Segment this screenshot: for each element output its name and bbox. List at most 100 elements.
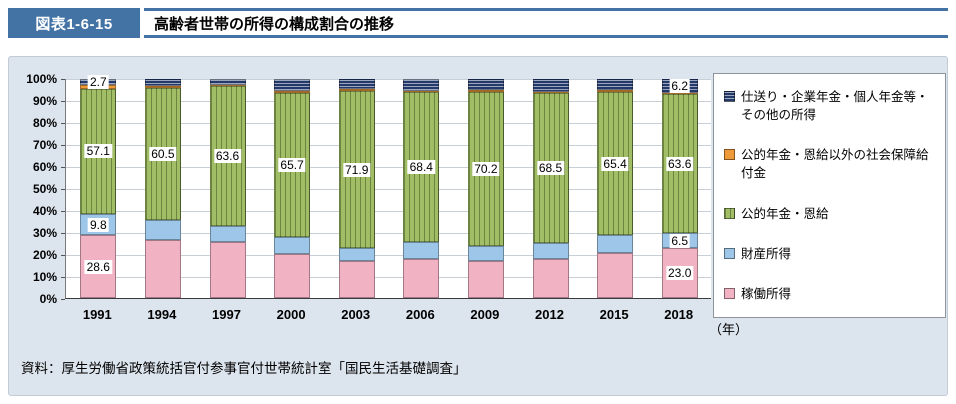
bar-segment-social bbox=[597, 89, 634, 92]
gridline bbox=[66, 123, 711, 124]
bar-segment-earned bbox=[144, 239, 181, 298]
legend-label-other: 仕送り・企業年金・個人年金等・その他の所得 bbox=[741, 90, 929, 123]
stacked-bar-2009: 70.2 bbox=[467, 79, 504, 298]
y-axis-tick-mark bbox=[61, 101, 65, 102]
y-axis-tick-label: 20% bbox=[32, 248, 57, 262]
value-label-pension: 71.9 bbox=[343, 162, 371, 177]
y-axis-tick-label: 10% bbox=[32, 270, 57, 284]
y-axis-tick-label: 100% bbox=[26, 72, 57, 86]
figure-number-badge: 図表1-6-15 bbox=[8, 8, 140, 38]
stacked-bar-2003: 71.9 bbox=[338, 79, 375, 298]
value-label-property: 6.5 bbox=[669, 233, 691, 248]
y-axis-tick-label: 60% bbox=[32, 160, 57, 174]
figure-header: 図表1-6-15 高齢者世帯の所得の構成割合の推移 bbox=[8, 8, 948, 38]
x-axis-year-label: 2018 bbox=[664, 307, 694, 322]
value-label-pension: 68.4 bbox=[407, 160, 435, 175]
value-label-earned: 23.0 bbox=[666, 265, 694, 280]
bar-segment-earned bbox=[209, 242, 246, 298]
x-axis-year-label: 2006 bbox=[405, 307, 435, 322]
y-axis-tick-mark bbox=[61, 233, 65, 234]
value-label-other: 2.7 bbox=[87, 74, 109, 89]
value-label-earned: 28.6 bbox=[84, 259, 112, 274]
figure-title-bar: 高齢者世帯の所得の構成割合の推移 bbox=[144, 8, 948, 38]
y-axis-tick-label: 40% bbox=[32, 204, 57, 218]
bar-segment-other bbox=[532, 79, 569, 92]
x-axis-year-label: 2000 bbox=[276, 307, 306, 322]
chart-legend: 仕送り・企業年金・個人年金等・その他の所得 公的年金・恩給以外の社会保障給付金公的… bbox=[713, 73, 946, 318]
legend-item-earned: 稼働所得 bbox=[724, 285, 935, 303]
gridline bbox=[66, 277, 711, 278]
value-label-pension: 68.5 bbox=[536, 161, 565, 176]
value-label-pension: 60.5 bbox=[149, 147, 177, 162]
stacked-bar-2012: 68.5 bbox=[532, 79, 569, 298]
bar-segment-social bbox=[467, 89, 504, 92]
legend-label-social: 公的年金・恩給以外の社会保障給付金 bbox=[741, 148, 929, 181]
y-axis-tick-mark bbox=[61, 299, 65, 300]
bar-segment-social bbox=[532, 91, 569, 94]
stacked-bar-1997: 63.6 bbox=[209, 79, 246, 298]
bar-segment-other bbox=[274, 79, 311, 92]
value-label-pension: 57.1 bbox=[84, 144, 112, 159]
bar-segment-earned bbox=[467, 260, 504, 298]
gridline bbox=[66, 189, 711, 190]
y-axis-tick-mark bbox=[61, 189, 65, 190]
chart-panel: 28.6 9.8 57.1 2.7 60.5 63.6 65.7 71.9 68.4 70.2 68… bbox=[8, 56, 948, 396]
bar-segment-social bbox=[403, 90, 440, 93]
legend-item-other: 仕送り・企業年金・個人年金等・その他の所得 bbox=[724, 88, 935, 124]
y-axis-tick-mark bbox=[61, 277, 65, 278]
bar-segment-property bbox=[144, 220, 181, 240]
stacked-bar-2015: 65.4 bbox=[597, 79, 634, 298]
legend-item-property: 財産所得 bbox=[724, 245, 935, 263]
legend-swatch-pension bbox=[724, 207, 735, 219]
bar-segment-property bbox=[274, 237, 311, 254]
gridline bbox=[66, 145, 711, 146]
value-label-pension: 65.4 bbox=[601, 156, 629, 171]
y-axis-tick-label: 70% bbox=[32, 138, 57, 152]
x-axis-unit-label: （年） bbox=[709, 322, 749, 337]
source-note: 資料：厚生労働省政策統括官付参事官付世帯統計室「国民生活基礎調査」 bbox=[21, 361, 467, 376]
bar-segment-other bbox=[467, 79, 504, 91]
bar-segment-earned bbox=[532, 258, 569, 298]
y-axis-tick-mark bbox=[61, 79, 65, 80]
gridline bbox=[66, 211, 711, 212]
bar-segment-earned bbox=[403, 258, 440, 298]
plot-area: 28.6 9.8 57.1 2.7 60.5 63.6 65.7 71.9 68.4 70.2 68… bbox=[65, 74, 711, 299]
value-label-pension: 70.2 bbox=[472, 161, 500, 176]
stacked-bar-2006: 68.4 bbox=[403, 79, 440, 298]
value-label-other: 6.2 bbox=[669, 78, 691, 93]
y-axis-tick-label: 30% bbox=[32, 226, 57, 240]
x-axis-year-label: 1997 bbox=[212, 307, 241, 322]
bar-segment-social bbox=[274, 91, 311, 94]
stacked-bar-2018: 23.0 6.5 63.6 6.2 bbox=[661, 78, 698, 298]
y-axis-tick-mark bbox=[61, 123, 65, 124]
legend-label-earned: 稼働所得 bbox=[741, 286, 792, 301]
stacked-bar-2000: 65.7 bbox=[274, 79, 311, 298]
bar-segment-other bbox=[597, 79, 634, 91]
gridline bbox=[66, 233, 711, 234]
y-axis-tick-mark bbox=[61, 145, 65, 146]
value-label-property: 9.8 bbox=[87, 217, 109, 232]
y-axis-tick-mark bbox=[61, 255, 65, 256]
gridline bbox=[66, 167, 711, 168]
y-axis-tick-mark bbox=[61, 211, 65, 212]
stacked-bar-1994: 60.5 bbox=[144, 79, 181, 298]
legend-label-property: 財産所得 bbox=[741, 246, 792, 261]
bar-segment-property bbox=[338, 248, 375, 261]
bar-segment-property bbox=[532, 243, 569, 259]
legend-label-pension: 公的年金・恩給 bbox=[741, 206, 829, 221]
legend-swatch-earned bbox=[724, 287, 735, 299]
legend-swatch-other bbox=[724, 91, 735, 102]
x-axis-year-label: 1994 bbox=[147, 307, 177, 322]
x-axis-year-label: 2015 bbox=[599, 307, 629, 322]
bar-segment-other bbox=[209, 79, 246, 85]
legend-swatch-property bbox=[724, 247, 735, 259]
bar-segment-social bbox=[209, 84, 246, 87]
bar-segment-property bbox=[467, 245, 504, 261]
legend-item-social: 公的年金・恩給以外の社会保障給付金 bbox=[724, 146, 935, 182]
legend-swatch-social bbox=[724, 149, 735, 161]
bar-segment-other bbox=[144, 79, 181, 87]
bar-segment-property bbox=[209, 225, 246, 243]
gridline bbox=[66, 101, 711, 102]
bar-segment-earned bbox=[597, 252, 634, 298]
